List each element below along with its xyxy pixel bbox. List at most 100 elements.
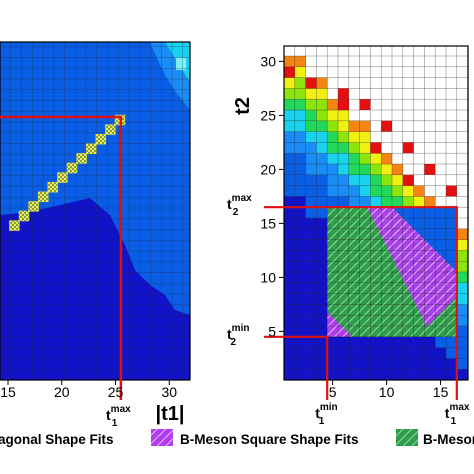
right-edge-red-cell bbox=[338, 88, 349, 100]
right-cell bbox=[284, 164, 295, 175]
diagonal-cell bbox=[105, 124, 116, 135]
right-cell bbox=[316, 358, 328, 370]
right-cell bbox=[381, 174, 393, 186]
right-cell bbox=[294, 153, 306, 165]
left-plot-frame bbox=[0, 41, 191, 381]
right-cell bbox=[305, 153, 317, 165]
right-cell bbox=[413, 369, 425, 381]
right-y-tick-label: 10 bbox=[260, 269, 276, 285]
right-cell bbox=[327, 99, 339, 111]
legend: agonal Shape Fits B-Meson Square Shape F… bbox=[0, 429, 474, 447]
right-cell bbox=[316, 120, 328, 132]
right-cell bbox=[392, 358, 403, 370]
right-cell bbox=[305, 272, 317, 283]
legend-swatch-bmeson bbox=[396, 429, 418, 446]
right-cell bbox=[327, 196, 339, 208]
right-cell bbox=[305, 88, 317, 100]
right-cell bbox=[359, 153, 371, 165]
right-cell bbox=[392, 336, 403, 348]
right-cell bbox=[284, 174, 295, 186]
diagonal-cell bbox=[95, 133, 107, 145]
right-cell bbox=[370, 336, 382, 348]
right-cell bbox=[284, 358, 295, 370]
right-cell bbox=[359, 164, 371, 175]
right-cell bbox=[370, 196, 382, 208]
right-cell bbox=[456, 347, 468, 359]
right-cell bbox=[305, 369, 317, 381]
right-cell bbox=[392, 369, 403, 381]
right-cell bbox=[402, 358, 414, 370]
right-cell bbox=[316, 250, 328, 262]
legend-label-diagonal: agonal Shape Fits bbox=[0, 432, 114, 447]
right-cell bbox=[316, 261, 328, 273]
right-cell bbox=[305, 142, 317, 154]
right-cell bbox=[305, 250, 317, 262]
right-cell bbox=[284, 77, 295, 89]
right-cell bbox=[327, 369, 339, 381]
right-heatmap-panel: 5 10 15 5 10 15 20 25 30 t2 tmax 2 tmin 2 tmin 1 tmax 1 bbox=[227, 45, 470, 427]
right-y-tick-label: 30 bbox=[260, 53, 276, 69]
right-cell bbox=[294, 142, 306, 154]
diagonal-cell bbox=[76, 153, 87, 164]
right-cell bbox=[338, 131, 349, 143]
right-cell bbox=[446, 336, 457, 348]
right-cell bbox=[316, 293, 328, 305]
right-cell bbox=[359, 142, 371, 154]
right-cell bbox=[435, 358, 447, 370]
right-cell bbox=[338, 336, 349, 348]
right-cell bbox=[392, 347, 403, 359]
diagonal-cell bbox=[66, 162, 78, 174]
right-cell bbox=[305, 293, 317, 305]
right-t2max-label: tmax 2 bbox=[227, 193, 252, 218]
right-cell bbox=[435, 369, 447, 381]
right-cell bbox=[456, 261, 468, 273]
right-cell bbox=[456, 358, 468, 370]
right-cell bbox=[359, 347, 371, 359]
right-cell bbox=[456, 326, 468, 337]
right-cell bbox=[348, 153, 360, 165]
right-cell bbox=[316, 142, 328, 154]
right-cell bbox=[316, 336, 328, 348]
right-cell bbox=[294, 239, 306, 251]
right-cell bbox=[284, 347, 295, 359]
right-cell bbox=[370, 174, 382, 186]
right-cell bbox=[284, 239, 295, 251]
right-cell bbox=[316, 369, 328, 381]
right-y-tick-label: 5 bbox=[268, 323, 276, 339]
right-cell bbox=[381, 358, 393, 370]
right-cell bbox=[435, 347, 447, 359]
region-cyan-light bbox=[176, 58, 186, 70]
right-cell bbox=[381, 369, 393, 381]
right-cell bbox=[316, 218, 328, 229]
right-cell bbox=[284, 185, 295, 197]
right-cell bbox=[338, 99, 349, 111]
right-cell bbox=[348, 120, 360, 132]
right-cell bbox=[348, 131, 360, 143]
right-cell bbox=[327, 142, 339, 154]
right-cell bbox=[381, 185, 393, 197]
right-cell bbox=[327, 110, 339, 121]
right-cell bbox=[284, 153, 295, 165]
right-cell bbox=[338, 174, 349, 186]
left-x-tick-label: 30 bbox=[161, 384, 177, 400]
right-plot-frame bbox=[283, 45, 469, 381]
right-cell bbox=[305, 228, 317, 240]
right-cell bbox=[456, 272, 468, 283]
right-cell bbox=[305, 347, 317, 359]
right-cell bbox=[294, 336, 306, 348]
right-cell bbox=[316, 282, 328, 294]
right-cell bbox=[392, 185, 403, 197]
left-x-axis-label: |t1| bbox=[156, 403, 185, 425]
right-cell bbox=[305, 261, 317, 273]
left-heatmap-panel: 15 20 25 30 |t1| tmax 1 bbox=[0, 41, 191, 429]
right-cell bbox=[316, 326, 328, 337]
right-edge-red-cell bbox=[402, 142, 414, 154]
right-cell bbox=[284, 120, 295, 132]
right-cell bbox=[316, 131, 328, 143]
right-cell bbox=[316, 110, 328, 121]
right-cell bbox=[456, 293, 468, 305]
right-cell bbox=[294, 131, 306, 143]
right-cell bbox=[294, 218, 306, 229]
right-cell bbox=[402, 196, 414, 208]
